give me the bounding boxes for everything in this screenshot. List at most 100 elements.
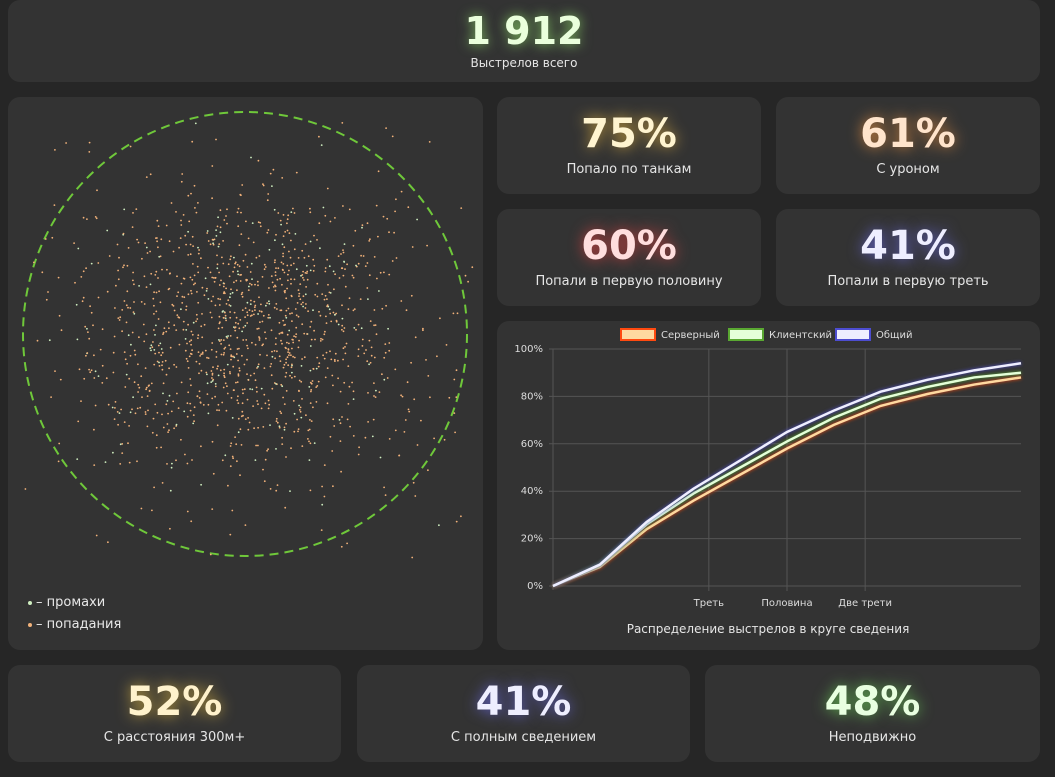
- legend-item[interactable]: Общий: [835, 328, 912, 341]
- hit-dot: [173, 324, 176, 327]
- hit-dot: [178, 246, 181, 249]
- hit-dot: [271, 387, 274, 390]
- miss-dot: [217, 216, 220, 219]
- hit-dot: [273, 261, 276, 264]
- hit-dot: [276, 278, 279, 281]
- hit-dot: [84, 325, 87, 328]
- hit-dot: [361, 345, 364, 347]
- hit-dot: [428, 141, 431, 143]
- legend-item[interactable]: Клиентский: [728, 328, 832, 341]
- hit-dot: [222, 262, 225, 265]
- hit-dot: [141, 257, 143, 260]
- hit-dot: [211, 397, 214, 400]
- hit-dot: [323, 495, 326, 498]
- hit-dot: [306, 278, 309, 281]
- hit-dot: [192, 283, 195, 286]
- hit-dot: [247, 379, 250, 381]
- hit-dot: [133, 381, 136, 384]
- hit-dot: [227, 263, 230, 266]
- hit-dot: [247, 289, 250, 291]
- y-tick-label: 60%: [521, 439, 543, 450]
- hit-dot: [288, 352, 291, 354]
- hit-dot: [313, 329, 315, 332]
- hit-dot: [294, 336, 297, 338]
- hit-dot: [318, 222, 321, 225]
- hit-dot: [274, 289, 277, 292]
- miss-dot: [158, 361, 160, 364]
- hit-dot: [200, 257, 202, 260]
- hit-dot: [114, 401, 117, 403]
- hit-dot: [105, 377, 108, 380]
- hit-dot: [288, 342, 290, 345]
- hit-dot: [195, 320, 198, 323]
- hit-dot: [186, 462, 189, 465]
- hit-dot: [275, 303, 278, 305]
- hit-dot: [118, 256, 120, 259]
- legend-item[interactable]: Серверный: [620, 328, 720, 341]
- hit-dot: [324, 294, 327, 297]
- hit-dot: [165, 403, 168, 406]
- hit-dot: [221, 326, 224, 329]
- hit-dot: [370, 354, 373, 357]
- hit-dot: [213, 280, 216, 283]
- hit-dot: [332, 311, 335, 314]
- miss-dot: [260, 387, 263, 390]
- hit-dot: [342, 358, 344, 361]
- hit-dot: [50, 396, 52, 398]
- hit-dot: [246, 373, 248, 375]
- hit-dot: [234, 321, 237, 324]
- hit-dot: [281, 342, 283, 345]
- hit-dot: [290, 282, 292, 285]
- miss-dot: [149, 283, 152, 286]
- hit-dot: [278, 332, 281, 335]
- hit-dot: [287, 307, 290, 310]
- hit-dot: [313, 264, 316, 267]
- hit-dot: [326, 367, 329, 369]
- hit-dot: [155, 270, 158, 273]
- miss-dot: [185, 329, 188, 331]
- hit-dot: [270, 329, 273, 332]
- hit-dot: [95, 217, 98, 220]
- hit-dot: [407, 408, 410, 411]
- hit-dot: [197, 271, 200, 274]
- hit-dot: [305, 272, 308, 274]
- hit-dot: [460, 515, 462, 518]
- hit-dot: [137, 241, 140, 244]
- hit-dot: [196, 265, 199, 268]
- hit-dot: [283, 403, 286, 405]
- hit-dot: [275, 267, 277, 269]
- hit-dot: [283, 271, 286, 274]
- hit-dot: [74, 281, 76, 284]
- hit-dot: [369, 238, 371, 241]
- miss-dot: [320, 144, 323, 146]
- hit-dot: [339, 422, 342, 425]
- stat-card-full-aim: 41% С полным сведением: [357, 665, 690, 762]
- hit-dot: [190, 343, 193, 346]
- hit-dot: [262, 184, 265, 187]
- hit-dot: [334, 352, 337, 355]
- hit-dot: [302, 301, 304, 304]
- hit-dot: [230, 397, 233, 399]
- miss-dot: [217, 245, 220, 248]
- hit-dot: [222, 240, 225, 242]
- hit-dot: [145, 388, 148, 391]
- hit-dot: [190, 330, 193, 333]
- hit-dot: [264, 331, 266, 334]
- hit-dot: [216, 263, 219, 266]
- hit-dot: [206, 287, 208, 290]
- hit-dot: [257, 403, 259, 406]
- hit-dot: [256, 367, 258, 369]
- hit-dot: [300, 303, 303, 306]
- hit-dot: [107, 541, 109, 544]
- hit-dot: [182, 328, 185, 331]
- hit-dot: [88, 368, 90, 371]
- hit-dot: [190, 192, 192, 195]
- hit-dot: [386, 217, 389, 220]
- hit-dot: [369, 320, 372, 322]
- hit-dot: [177, 316, 180, 318]
- hit-dot: [86, 352, 89, 354]
- hit-dot: [325, 322, 328, 324]
- hit-dot: [233, 326, 236, 329]
- hit-dot: [126, 362, 128, 365]
- hit-dot: [289, 256, 292, 259]
